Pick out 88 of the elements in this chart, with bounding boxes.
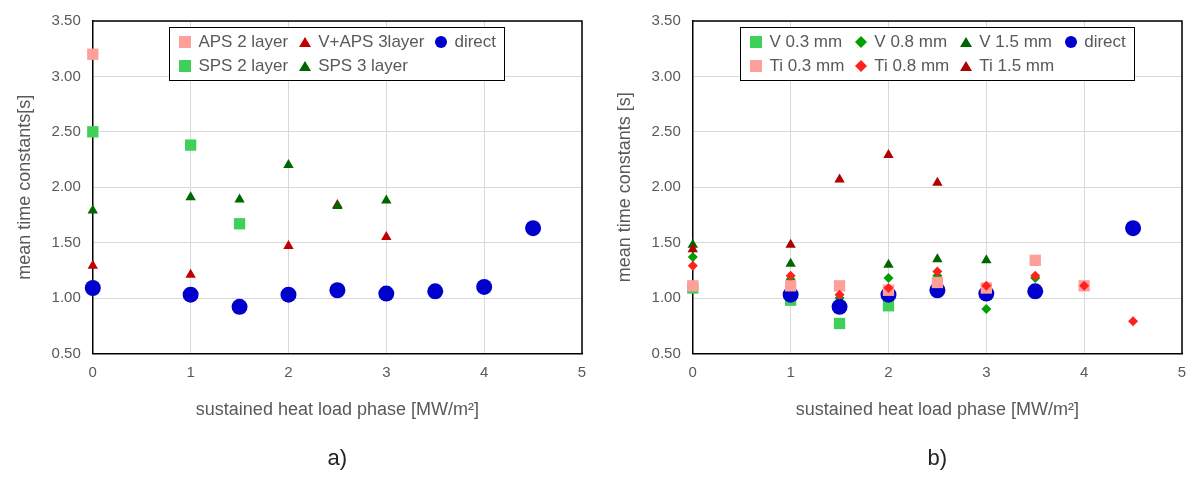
y-tick-label: 3.00 [651, 66, 681, 84]
point [283, 159, 294, 169]
point [833, 317, 846, 330]
point [182, 286, 199, 303]
point [231, 298, 248, 315]
legend-label: APS 2 layer [198, 32, 289, 52]
point [233, 218, 246, 230]
point [785, 238, 796, 248]
point [84, 280, 101, 297]
x-tick-label: 3 [382, 362, 391, 380]
point [427, 283, 444, 300]
point [185, 191, 196, 201]
point [476, 278, 493, 295]
legend-label: V 1.5 mm [979, 32, 1053, 52]
point [883, 149, 894, 159]
x-tick-label: 5 [1177, 362, 1187, 380]
y-tick-label: 3.00 [51, 66, 81, 84]
point [87, 126, 99, 138]
y-tick-label: 3.50 [51, 11, 81, 29]
point [378, 285, 395, 302]
point [687, 260, 698, 271]
point [1029, 254, 1041, 266]
x-tick-label: 2 [284, 362, 293, 380]
x-tick-label: 5 [577, 362, 587, 380]
legend-label: Ti 0.3 mm [769, 56, 845, 76]
legend-label: Ti 1.5 mm [979, 56, 1055, 76]
point [525, 220, 542, 237]
legend-label: SPS 2 layer [198, 56, 289, 76]
point [185, 268, 196, 278]
legend-label: SPS 3 layer [318, 56, 408, 76]
x-tick-label: 0 [88, 362, 97, 380]
y-tick-label: 2.00 [651, 177, 681, 195]
x-axis-title: sustained heat load phase [MW/m²] [795, 399, 1079, 420]
point [283, 239, 294, 249]
point [329, 282, 346, 299]
x-tick-label: 1 [786, 362, 795, 380]
y-tick-label: 2.50 [51, 121, 81, 139]
y-axis-title: mean time constants [s] [613, 92, 634, 283]
y-tick-label: 0.50 [51, 343, 81, 361]
point [687, 243, 698, 253]
y-tick-label: 1.50 [651, 232, 681, 250]
point [785, 270, 796, 281]
legend-label: V 0.3 mm [769, 32, 843, 52]
x-tick-label: 3 [982, 362, 991, 380]
text: a) [327, 445, 348, 471]
point [785, 257, 796, 267]
point [784, 280, 797, 292]
point [234, 193, 245, 203]
point [932, 253, 943, 263]
legend-label: V 0.8 mm [874, 32, 948, 52]
point [883, 258, 894, 268]
y-tick-label: 1.00 [651, 288, 681, 306]
x-axis-title: sustained heat load phase [MW/m²] [195, 399, 479, 420]
point [883, 273, 894, 284]
point [1027, 283, 1044, 300]
point [932, 176, 943, 186]
y-tick-label: 2.00 [51, 177, 81, 195]
y-tick-label: 2.50 [651, 121, 681, 139]
y-tick-label: 0.50 [651, 343, 681, 361]
point [1125, 220, 1142, 237]
point [184, 139, 197, 151]
x-tick-label: 0 [688, 362, 697, 380]
y-tick-label: 1.50 [51, 232, 81, 250]
x-tick-label: 1 [186, 362, 195, 380]
y-tick-label: 1.00 [51, 288, 81, 306]
point [931, 276, 944, 289]
text: b) [927, 445, 948, 471]
point [87, 48, 99, 60]
legend-label: Ti 0.8 mm [874, 56, 950, 76]
point [687, 252, 698, 262]
point [833, 280, 846, 292]
y-axis-title: mean time constants[s] [13, 94, 34, 280]
point [1128, 316, 1139, 327]
point [981, 254, 992, 264]
legend-label: direct [1084, 32, 1126, 52]
legend-label: V+APS 3layer [318, 32, 425, 52]
point [280, 286, 297, 303]
point [381, 231, 392, 241]
point [981, 304, 992, 315]
point [831, 298, 848, 315]
x-tick-label: 4 [1079, 362, 1089, 380]
legend-label: direct [454, 32, 497, 52]
x-tick-label: 4 [479, 362, 489, 380]
y-tick-label: 3.50 [651, 11, 681, 29]
point [932, 266, 943, 277]
x-tick-label: 2 [884, 362, 893, 380]
point [87, 259, 98, 269]
point [834, 289, 845, 300]
